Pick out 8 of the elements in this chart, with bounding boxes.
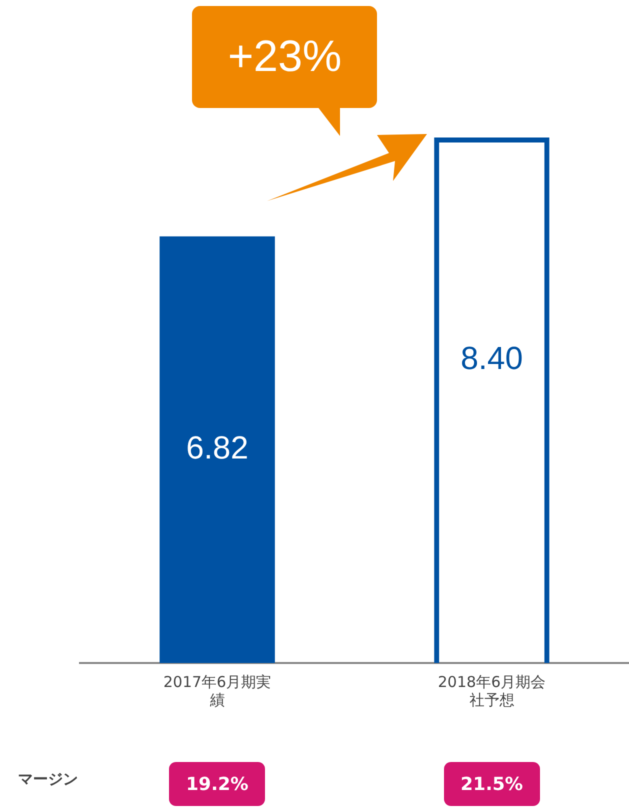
x-tick-label: 2017年6月期実績 xyxy=(163,672,272,709)
text: マージン xyxy=(18,770,78,789)
data-label: 6.82 xyxy=(186,430,248,466)
text: 19.2% xyxy=(169,762,266,806)
data-label: 8.40 xyxy=(460,340,523,376)
text: 21.5% xyxy=(444,762,540,806)
x-tick-label: 2018年6月期会社予想 xyxy=(438,672,546,709)
text: +23% xyxy=(192,6,378,108)
